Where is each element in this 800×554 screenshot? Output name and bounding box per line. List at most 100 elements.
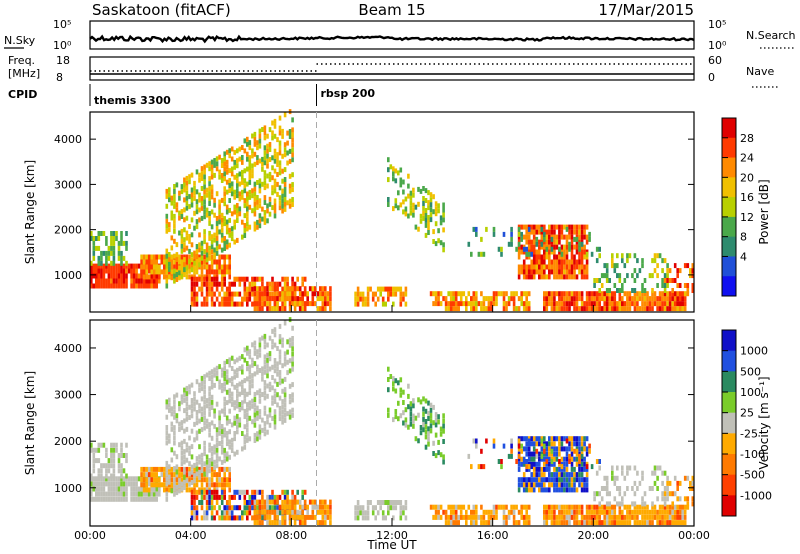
- heatmap-cell: [233, 281, 236, 287]
- heatmap-cell: [691, 273, 695, 279]
- heatmap-cell: [261, 489, 264, 495]
- heatmap-cell: [507, 509, 511, 515]
- heatmap-cell: [316, 291, 320, 297]
- heatmap-cell: [258, 514, 262, 520]
- heatmap-cell: [603, 520, 606, 526]
- heatmap-cell: [195, 399, 199, 405]
- heatmap-cell: [399, 505, 403, 511]
- heatmap-cell: [585, 436, 589, 442]
- heatmap-cell: [278, 185, 282, 191]
- heatmap-cell: [470, 306, 473, 312]
- heatmap-cell: [570, 472, 574, 478]
- heatmap-cell: [691, 263, 695, 269]
- heatmap-cell: [407, 213, 410, 219]
- heatmap-cell: [140, 278, 143, 284]
- heatmap-cell: [570, 244, 574, 250]
- heatmap-cell: [218, 269, 221, 275]
- heatmap-cell: [236, 515, 239, 521]
- heatmap-cell: [135, 496, 138, 502]
- heatmap-cell: [263, 301, 267, 307]
- heatmap-cell: [152, 264, 156, 270]
- heatmap-cell: [472, 226, 476, 232]
- heatmap-cell: [555, 254, 559, 260]
- heatmap-cell: [173, 228, 176, 234]
- y-tick-label-1: 2000: [54, 435, 82, 448]
- heatmap-cell: [223, 171, 226, 177]
- heatmap-cell: [595, 258, 599, 264]
- heatmap-cell: [613, 268, 617, 274]
- heatmap-cell: [442, 227, 445, 233]
- heatmap-cell: [329, 296, 332, 302]
- heatmap-cell: [588, 231, 591, 237]
- heatmap-cell: [210, 374, 214, 380]
- heatmap-cell: [210, 189, 214, 195]
- heatmap-cell: [643, 296, 647, 302]
- heatmap-cell: [230, 442, 234, 448]
- heatmap-cell: [487, 296, 491, 302]
- heatmap-cell: [525, 296, 528, 302]
- heatmap-cell: [223, 401, 226, 407]
- heatmap-cell: [233, 415, 236, 421]
- heatmap-cell: [273, 414, 277, 420]
- heatmap-cell: [512, 504, 516, 510]
- heatmap-cell: [505, 520, 508, 526]
- heatmap-cell: [392, 386, 395, 392]
- heatmap-cell: [223, 494, 226, 500]
- heatmap-cell: [97, 273, 101, 279]
- heatmap-cell: [170, 426, 174, 432]
- heatmap-cell: [548, 504, 551, 510]
- heatmap-cell: [210, 159, 214, 165]
- heatmap-cell: [311, 301, 315, 307]
- heatmap-cell: [178, 406, 181, 412]
- heatmap-cell: [588, 514, 591, 520]
- heatmap-cell: [258, 291, 262, 297]
- heatmap-cell: [195, 296, 199, 302]
- heatmap-cell: [193, 515, 196, 521]
- heatmap-cell: [658, 514, 662, 520]
- heatmap-cell: [575, 236, 579, 242]
- heatmap-cell: [258, 183, 262, 189]
- heatmap-cell: [190, 510, 194, 516]
- heatmap-cell: [517, 244, 521, 250]
- heatmap-cell: [253, 520, 257, 526]
- heatmap-cell: [434, 291, 438, 297]
- heatmap-cell: [278, 200, 282, 206]
- nave-line: [90, 63, 694, 72]
- heatmap-cell: [527, 254, 531, 260]
- heatmap-cell: [218, 420, 221, 426]
- heatmap-cell: [502, 231, 506, 237]
- heatmap-cell: [409, 200, 413, 206]
- heatmap-cell: [459, 504, 463, 510]
- heatmap-cell: [321, 291, 325, 297]
- heatmap-cell: [223, 301, 226, 307]
- heatmap-cell: [515, 306, 518, 312]
- heatmap-cell: [220, 500, 224, 505]
- heatmap-cell: [135, 481, 138, 487]
- heatmap-cell: [545, 234, 549, 240]
- heatmap-cell: [230, 448, 234, 453]
- heatmap-cell: [258, 499, 262, 505]
- heatmap-cell: [543, 477, 546, 483]
- heatmap-cell: [404, 291, 408, 297]
- heatmap-cell: [261, 206, 264, 212]
- heatmap-cell: [248, 436, 252, 442]
- heatmap-cell: [678, 496, 682, 502]
- heatmap-cell: [517, 453, 521, 459]
- heatmap-cell: [643, 491, 647, 497]
- heatmap-cell: [595, 246, 599, 252]
- noise-left-label: N.Sky: [4, 34, 36, 47]
- heatmap-cell: [573, 466, 576, 472]
- heatmap-cell: [409, 195, 413, 201]
- heatmap-cell: [225, 415, 229, 421]
- heatmap-cell: [568, 296, 571, 302]
- heatmap-cell: [560, 436, 564, 442]
- heatmap-cell: [407, 173, 410, 179]
- heatmap-cell: [560, 456, 564, 462]
- heatmap-cell: [306, 301, 309, 307]
- heatmap-cell: [203, 249, 206, 255]
- heatmap-cell: [666, 514, 669, 520]
- heatmap-cell: [163, 487, 166, 493]
- heatmap-cell: [193, 286, 196, 292]
- heatmap-cell: [263, 509, 267, 515]
- heatmap-cell: [545, 441, 549, 447]
